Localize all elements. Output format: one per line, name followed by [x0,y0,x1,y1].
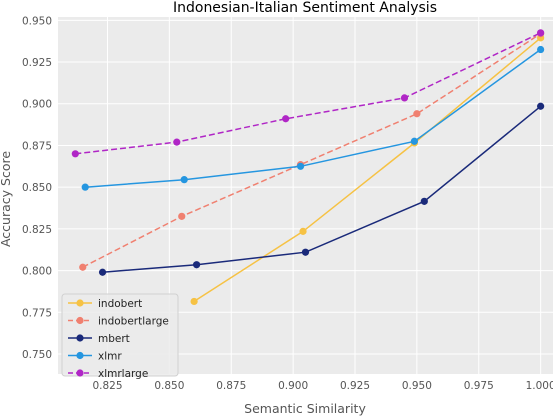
legend-item: xlmr [68,351,122,363]
legend-label: xlmrlarge [98,368,148,380]
x-tick-label: 0.875 [216,380,246,392]
y-tick-label: 0.950 [22,15,52,27]
series-xlmrlarge [71,29,545,158]
x-tick-label: 0.925 [340,380,370,392]
legend-item: indobert [68,298,142,310]
data-point [71,150,79,158]
series-xlmr [81,45,545,191]
x-ticks: 0.825 0.850 0.875 0.900 0.925 0.950 0.975 1.000 [92,380,553,392]
data-point [537,45,545,54]
data-point [299,227,307,235]
y-tick-label: 0.850 [22,182,52,194]
y-tick-label: 0.925 [22,57,52,69]
series-group [71,29,545,306]
x-tick-label: 0.900 [278,380,308,392]
data-point [173,138,181,146]
data-point [79,263,87,271]
x-tick-label: 0.850 [154,380,184,392]
y-axis-label: Accuracy Score [0,151,13,247]
data-point [301,248,310,256]
data-point [282,115,290,123]
chart-title: Indonesian-Italian Sentiment Analysis [173,0,437,16]
y-tick-label: 0.775 [22,307,52,319]
data-point [420,197,428,205]
y-tick-label: 0.875 [22,140,52,152]
data-point [537,29,545,37]
legend-label: xlmr [98,351,122,363]
y-tick-label: 0.750 [22,349,52,361]
x-axis-label: Semantic Similarity [244,401,366,416]
x-tick-label: 1.000 [526,380,553,392]
legend: indobert indobertlarge mbert xlmr xlmrlarge [61,293,179,380]
data-point [193,261,201,269]
data-point [413,110,421,118]
legend-label: mbert [98,333,130,345]
x-tick-label: 0.950 [402,380,432,392]
legend-label: indobertlarge [98,316,169,328]
y-tick-label: 0.900 [22,99,52,111]
y-ticks: 0.750 0.775 0.800 0.825 0.850 0.875 0.900 0.925… [22,15,52,361]
data-point [296,162,305,170]
legend-swatch-marker [76,299,84,307]
legend-swatch-marker [76,369,84,377]
y-tick-label: 0.825 [22,224,52,236]
legend-swatch-marker [76,316,84,325]
series-line [75,32,541,155]
x-tick-label: 0.975 [464,380,494,392]
y-tick-label: 0.800 [22,266,52,278]
data-point [190,297,198,306]
legend-item: xlmrlarge [68,368,148,380]
legend-swatch-marker [76,351,84,360]
data-point [400,94,409,102]
data-point [81,183,89,191]
legend-item: mbert [68,333,130,345]
x-tick-label: 0.825 [92,380,122,392]
data-point [537,102,545,110]
data-point [178,212,186,220]
data-point [98,268,107,276]
series-line [82,33,542,268]
series-mbert [98,102,545,276]
series-line [193,37,542,303]
data-point [180,176,188,184]
legend-item: indobertlarge [68,316,169,328]
data-point [410,137,418,145]
legend-swatch-marker [76,334,84,342]
legend-label: indobert [98,298,142,310]
